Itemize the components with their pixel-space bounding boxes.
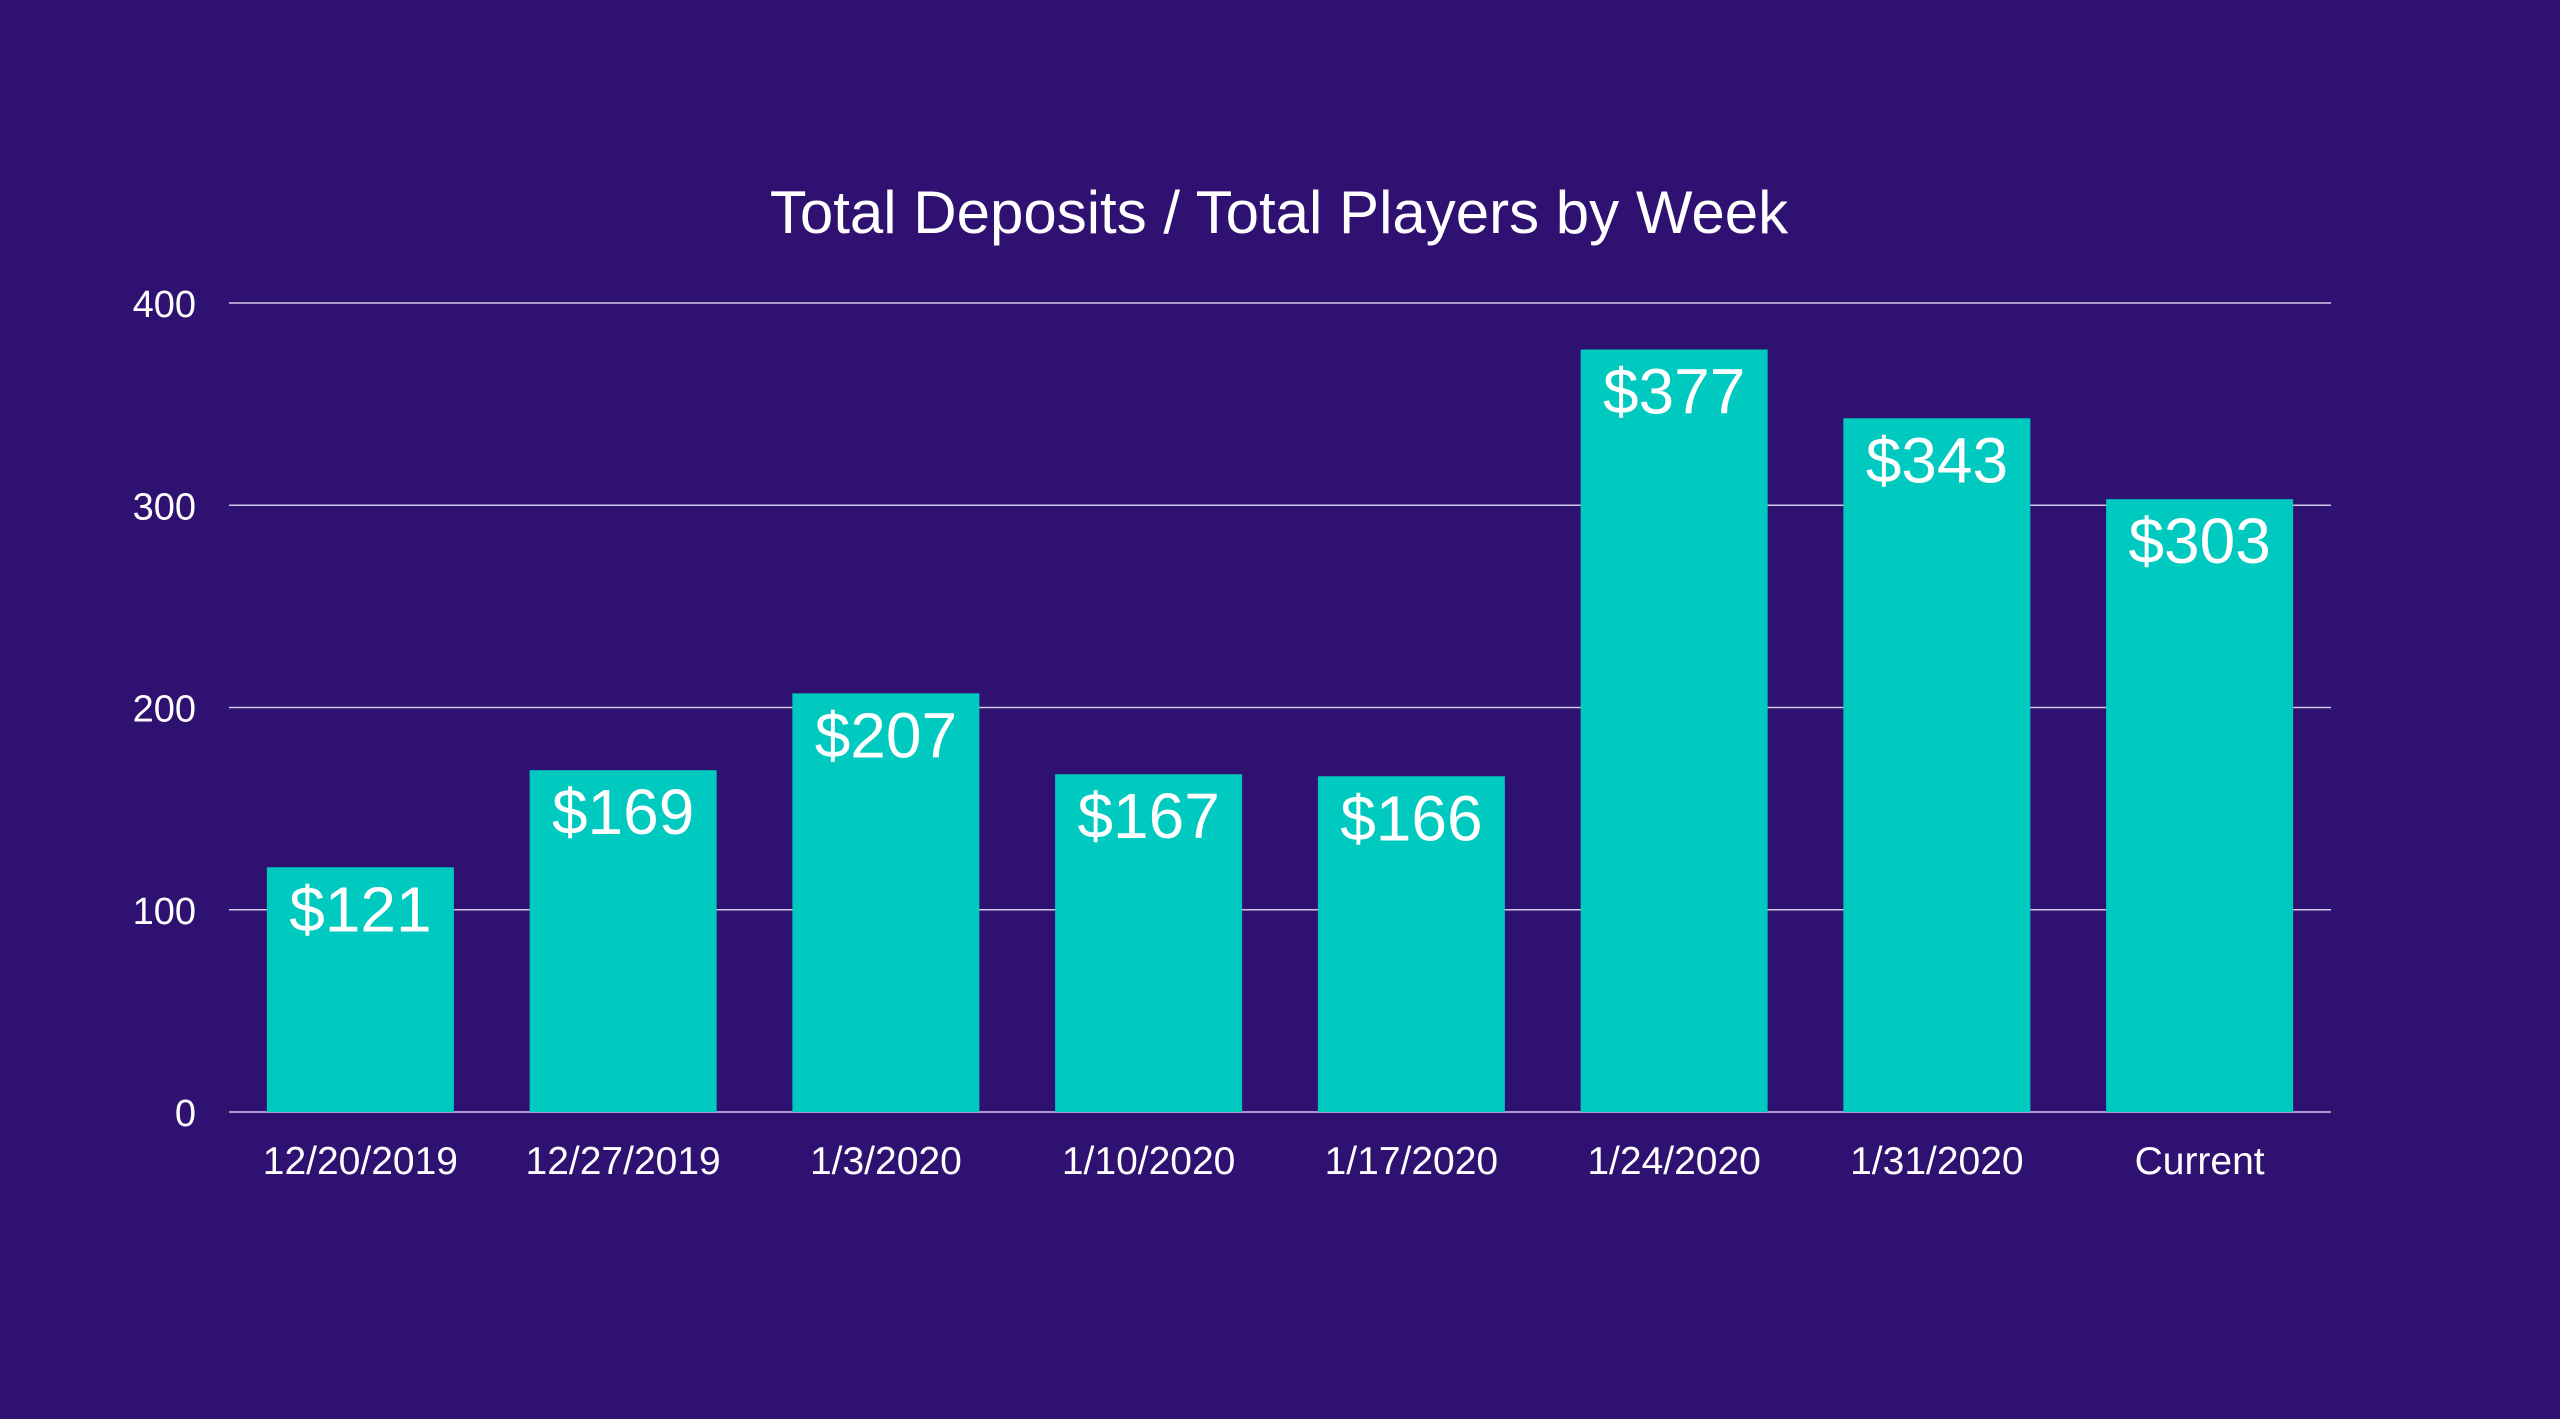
bar-value-label: $303 bbox=[2128, 505, 2270, 577]
bar bbox=[529, 770, 717, 1112]
bars bbox=[266, 349, 2294, 1113]
bar-value-label: $167 bbox=[1077, 780, 1219, 852]
x-tick-label: 12/20/2019 bbox=[263, 1140, 458, 1183]
bar-value-label: $207 bbox=[815, 699, 957, 771]
bar bbox=[1055, 774, 1243, 1112]
x-tick-label: 1/10/2020 bbox=[1062, 1140, 1236, 1183]
x-tick-label: Current bbox=[2135, 1140, 2265, 1183]
x-axis-tick-labels: 12/20/2019 12/27/2019 1/3/2020 1/10/2020 1/1… bbox=[263, 1140, 2265, 1183]
bar bbox=[792, 693, 980, 1112]
y-axis-tick-labels: 0 100 200 300 400 bbox=[133, 284, 196, 1135]
bar bbox=[266, 867, 454, 1112]
bar-value-label: $377 bbox=[1603, 356, 1745, 428]
bar bbox=[1317, 776, 1505, 1112]
x-tick-label: 1/31/2020 bbox=[1850, 1140, 2024, 1183]
x-tick-label: 1/3/2020 bbox=[810, 1140, 962, 1183]
bar-value-label: $343 bbox=[1866, 424, 2008, 496]
bar bbox=[1580, 349, 1768, 1113]
bar-value-label: $166 bbox=[1340, 782, 1482, 854]
y-tick-label: 200 bbox=[133, 689, 196, 731]
y-tick-label: 400 bbox=[133, 284, 196, 326]
bar bbox=[1843, 418, 2031, 1113]
x-tick-label: 1/24/2020 bbox=[1587, 1140, 1761, 1183]
y-tick-label: 100 bbox=[133, 891, 196, 933]
chart-title: Total Deposits / Total Players by Week bbox=[770, 179, 1789, 246]
bar bbox=[2106, 499, 2294, 1112]
y-tick-label: 300 bbox=[133, 486, 196, 528]
x-tick-label: 12/27/2019 bbox=[526, 1140, 721, 1183]
x-tick-label: 1/17/2020 bbox=[1325, 1140, 1499, 1183]
bar-value-labels: $121 $169 $207 $167 $166 $377 $343 $303 bbox=[289, 356, 2271, 946]
bar-value-label: $169 bbox=[552, 776, 694, 848]
bar-value-label: $121 bbox=[289, 873, 431, 945]
y-tick-label: 0 bbox=[175, 1093, 196, 1135]
